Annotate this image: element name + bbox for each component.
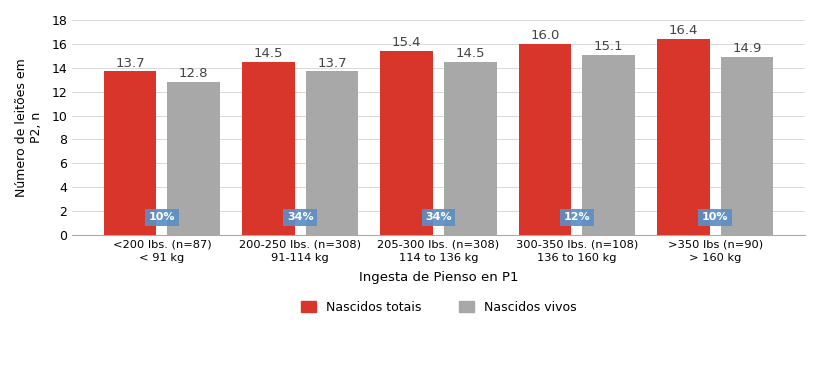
Text: 14.5: 14.5	[455, 47, 485, 60]
Bar	[305, 71, 358, 235]
Bar	[104, 71, 156, 235]
Text: 13.7: 13.7	[317, 57, 346, 70]
Text: 15.4: 15.4	[391, 36, 421, 49]
Bar	[444, 62, 496, 235]
Text: 15.1: 15.1	[593, 40, 622, 53]
Bar	[581, 55, 634, 235]
Text: 16.4: 16.4	[667, 25, 697, 37]
Y-axis label: Número de leitões em
P2, n: Número de leitões em P2, n	[15, 58, 43, 197]
Bar	[242, 62, 294, 235]
Legend: Nascidos totais, Nascidos vivos: Nascidos totais, Nascidos vivos	[296, 296, 581, 319]
Text: 14.9: 14.9	[731, 42, 761, 55]
Text: 34%: 34%	[287, 212, 313, 222]
Text: 12%: 12%	[563, 212, 590, 222]
Bar	[518, 44, 571, 235]
Text: 16.0: 16.0	[530, 29, 559, 42]
Bar	[720, 57, 772, 235]
Bar	[380, 51, 432, 235]
Text: 12.8: 12.8	[179, 67, 208, 80]
Text: 13.7: 13.7	[115, 57, 145, 70]
Text: 10%: 10%	[148, 212, 175, 222]
Text: 34%: 34%	[425, 212, 451, 222]
Bar	[656, 39, 708, 235]
Text: 14.5: 14.5	[253, 47, 283, 60]
Text: 10%: 10%	[701, 212, 727, 222]
Bar	[167, 82, 219, 235]
X-axis label: Ingesta de Pienso en P1: Ingesta de Pienso en P1	[359, 272, 518, 285]
